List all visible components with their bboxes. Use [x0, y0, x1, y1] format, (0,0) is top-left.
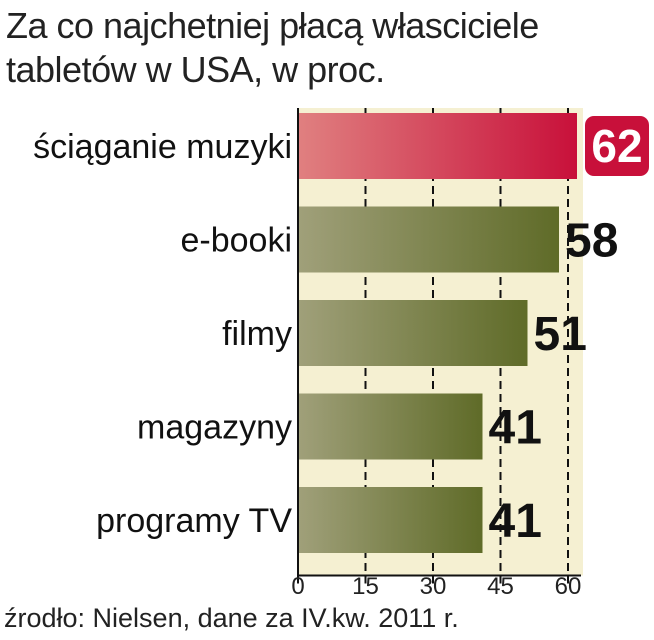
bar-chart: 0 15 30 45 60 ściąganie muzyki e-booki filmy ma… [33, 108, 649, 600]
title-line-2: tabletów w USA, w proc. [6, 49, 385, 90]
category-label: ściąganie muzyki [33, 128, 292, 166]
category-label: programy TV [96, 502, 292, 540]
value-labels: 62 58 51 41 41 [489, 116, 649, 548]
category-label: filmy [222, 315, 292, 353]
bars [298, 113, 577, 553]
x-tick-label: 15 [352, 573, 379, 600]
x-tick-label: 60 [555, 573, 582, 600]
source-note: źrodło: Nielsen, dane za IV.kw. 2011 r. [4, 603, 459, 633]
x-axis: 0 15 30 45 60 [291, 108, 581, 600]
value-label: 62 [591, 120, 642, 172]
value-label: 41 [489, 495, 542, 548]
bar [298, 113, 577, 179]
bar [298, 393, 483, 460]
category-label: e-booki [180, 222, 292, 260]
value-badge [585, 116, 649, 176]
chart-title: Za co najchetniej płacą własciciele tabl… [6, 4, 646, 92]
title-line-1: Za co najchetniej płacą własciciele [6, 5, 539, 46]
value-label: 51 [534, 308, 587, 361]
bar [298, 206, 559, 273]
category-label: magazyny [137, 409, 292, 447]
bar [298, 487, 483, 553]
value-label: 58 [565, 215, 618, 268]
value-label: 41 [489, 402, 542, 455]
x-tick-label: 30 [420, 573, 447, 600]
category-labels: ściąganie muzyki e-booki filmy magazyny prog… [33, 128, 292, 540]
x-tick-label: 0 [291, 573, 304, 600]
x-tick-label: 45 [487, 573, 514, 600]
bar [298, 300, 528, 366]
